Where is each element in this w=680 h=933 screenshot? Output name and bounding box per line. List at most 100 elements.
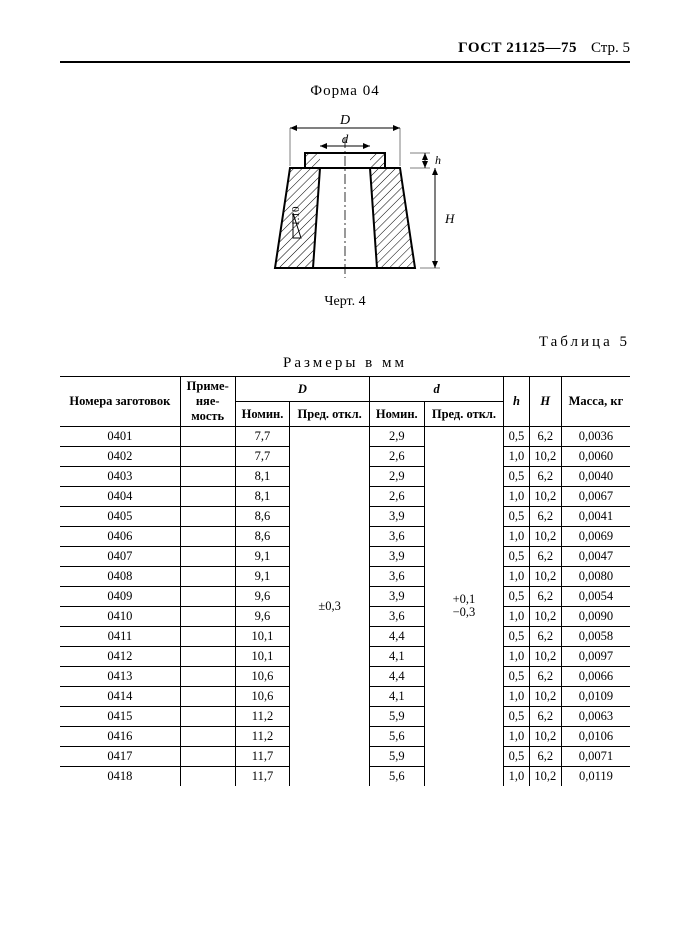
cell-applicability — [180, 527, 235, 547]
cell-applicability — [180, 747, 235, 767]
cell-mass: 0,0090 — [561, 607, 630, 627]
cell-D: 10,6 — [235, 667, 290, 687]
cell-number: 0408 — [60, 567, 180, 587]
cell-D: 9,1 — [235, 547, 290, 567]
cell-D: 11,7 — [235, 767, 290, 787]
dim-h-label: h — [435, 153, 441, 167]
cell-H: 6,2 — [529, 707, 561, 727]
cell-applicability — [180, 567, 235, 587]
cell-mass: 0,0067 — [561, 487, 630, 507]
figure: D d h H 1:10 — [60, 108, 630, 288]
cell-d: 4,4 — [370, 667, 425, 687]
cell-h: 1,0 — [504, 647, 529, 667]
cell-h: 1,0 — [504, 527, 529, 547]
cell-applicability — [180, 507, 235, 527]
cell-mass: 0,0080 — [561, 567, 630, 587]
col-D-tol: Пред. откл. — [290, 402, 370, 427]
cell-h: 1,0 — [504, 607, 529, 627]
cell-applicability — [180, 647, 235, 667]
cell-d: 5,6 — [370, 767, 425, 787]
cell-mass: 0,0047 — [561, 547, 630, 567]
cell-D: 10,1 — [235, 647, 290, 667]
table-units: Размеры в мм — [60, 355, 630, 372]
cell-D: 7,7 — [235, 447, 290, 467]
cell-D: 9,6 — [235, 587, 290, 607]
cell-h: 0,5 — [504, 587, 529, 607]
cell-mass: 0,0058 — [561, 627, 630, 647]
dim-d-label: d — [342, 131, 349, 146]
table-row: 04017,7±0,32,9+0,1−0,30,56,20,0036 — [60, 427, 630, 447]
col-number: Номера заготовок — [60, 377, 180, 427]
cell-number: 0405 — [60, 507, 180, 527]
col-H: H — [529, 377, 561, 427]
cell-h: 1,0 — [504, 727, 529, 747]
cell-D-tol: ±0,3 — [290, 427, 370, 787]
cell-h: 0,5 — [504, 467, 529, 487]
cell-h: 1,0 — [504, 567, 529, 587]
cell-H: 10,2 — [529, 607, 561, 627]
cell-number: 0406 — [60, 527, 180, 547]
cell-H: 6,2 — [529, 747, 561, 767]
cell-applicability — [180, 427, 235, 447]
dim-H-label: H — [444, 211, 455, 226]
cell-number: 0415 — [60, 707, 180, 727]
cell-number: 0413 — [60, 667, 180, 687]
cell-H: 10,2 — [529, 567, 561, 587]
page: ГОСТ 21125—75 Стр. 5 Форма 04 — [0, 0, 680, 933]
cell-H: 10,2 — [529, 727, 561, 747]
cell-H: 6,2 — [529, 507, 561, 527]
cell-d: 3,6 — [370, 567, 425, 587]
cell-D: 10,6 — [235, 687, 290, 707]
col-d-tol: Пред. откл. — [424, 402, 504, 427]
cell-h: 0,5 — [504, 547, 529, 567]
cell-d: 4,1 — [370, 687, 425, 707]
cell-D: 11,7 — [235, 747, 290, 767]
cell-d: 3,9 — [370, 587, 425, 607]
cell-applicability — [180, 667, 235, 687]
cell-h: 1,0 — [504, 447, 529, 467]
drawing-icon: D d h H 1:10 — [235, 108, 455, 288]
cell-d: 4,1 — [370, 647, 425, 667]
cell-mass: 0,0040 — [561, 467, 630, 487]
cell-d: 2,9 — [370, 427, 425, 447]
cell-d: 5,9 — [370, 707, 425, 727]
cell-d-tol: +0,1−0,3 — [424, 427, 504, 787]
col-mass: Масса, кг — [561, 377, 630, 427]
cell-number: 0401 — [60, 427, 180, 447]
page-number: Стр. 5 — [591, 40, 630, 57]
cell-h: 0,5 — [504, 627, 529, 647]
cell-D: 8,6 — [235, 527, 290, 547]
cell-number: 0416 — [60, 727, 180, 747]
cell-number: 0414 — [60, 687, 180, 707]
cell-D: 11,2 — [235, 727, 290, 747]
cell-H: 10,2 — [529, 687, 561, 707]
cell-d: 3,9 — [370, 507, 425, 527]
cell-applicability — [180, 707, 235, 727]
cell-h: 0,5 — [504, 507, 529, 527]
cell-applicability — [180, 627, 235, 647]
cell-mass: 0,0041 — [561, 507, 630, 527]
cell-number: 0417 — [60, 747, 180, 767]
cell-mass: 0,0119 — [561, 767, 630, 787]
cell-applicability — [180, 547, 235, 567]
cell-mass: 0,0054 — [561, 587, 630, 607]
cell-d: 5,9 — [370, 747, 425, 767]
cell-H: 6,2 — [529, 467, 561, 487]
cell-number: 0402 — [60, 447, 180, 467]
cell-d: 2,9 — [370, 467, 425, 487]
cell-applicability — [180, 447, 235, 467]
col-applicability: Приме- няе- мость — [180, 377, 235, 427]
cell-D: 8,1 — [235, 467, 290, 487]
cell-applicability — [180, 487, 235, 507]
cell-H: 6,2 — [529, 627, 561, 647]
cell-D: 8,1 — [235, 487, 290, 507]
cell-applicability — [180, 767, 235, 787]
cell-H: 6,2 — [529, 547, 561, 567]
cell-mass: 0,0071 — [561, 747, 630, 767]
cell-number: 0410 — [60, 607, 180, 627]
cell-H: 10,2 — [529, 487, 561, 507]
cell-d: 3,9 — [370, 547, 425, 567]
taper-label: 1:10 — [290, 206, 302, 226]
form-title: Форма 04 — [60, 83, 630, 100]
col-d-nom: Номин. — [370, 402, 425, 427]
